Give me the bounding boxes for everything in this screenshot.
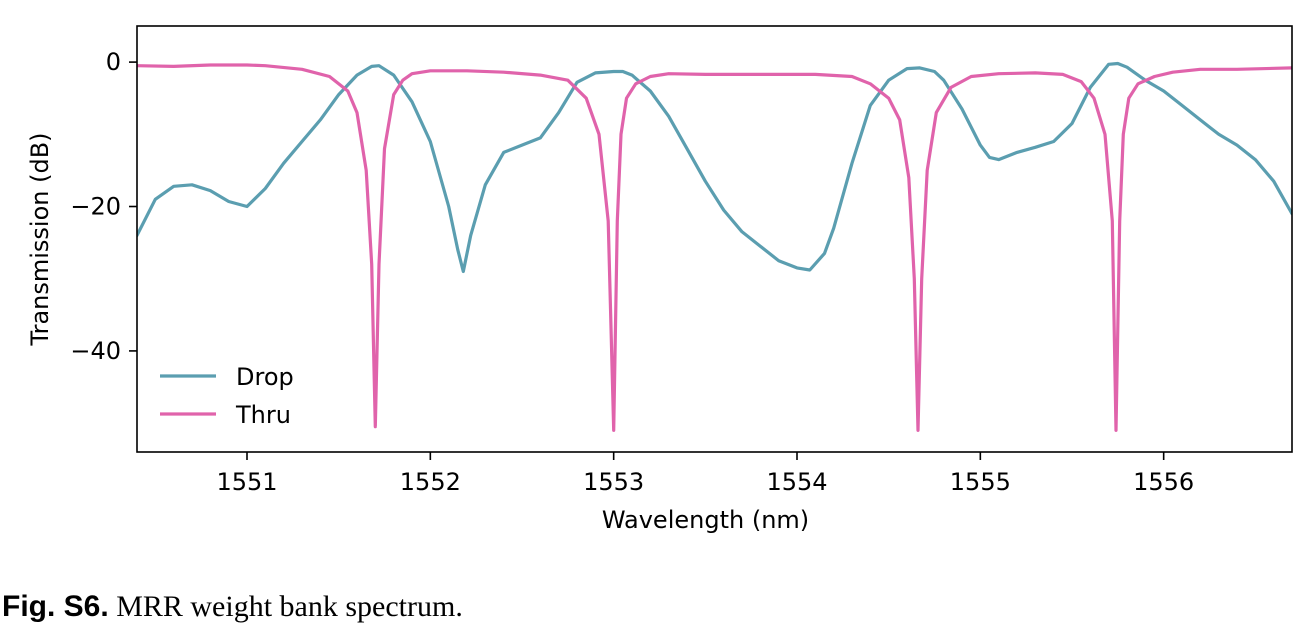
x-tick-label: 1554 (766, 468, 827, 496)
series-line-thru (137, 63, 1292, 432)
plot-area (137, 61, 1292, 432)
legend: Drop Thru (160, 363, 294, 429)
x-tick-label: 1553 (583, 468, 644, 496)
series-line-drop (137, 61, 1292, 274)
legend-label-drop: Drop (236, 363, 294, 391)
x-tick-label: 1556 (1133, 468, 1194, 496)
x-tick-label: 1552 (400, 468, 461, 496)
figure-caption: Fig. S6. MRR weight bank spectrum. (2, 590, 463, 624)
x-tick-label: 1555 (950, 468, 1011, 496)
y-tick-label: 0 (106, 48, 121, 76)
y-tick-label: −20 (70, 193, 121, 221)
figure-caption-label: Fig. S6. (2, 590, 109, 623)
chart: 1551 1552 1553 1554 1555 1556 0 −20 −40 Wavelengt… (26, 25, 1293, 534)
legend-label-thru: Thru (235, 401, 291, 429)
y-tick-label: −40 (70, 337, 121, 365)
axes: 1551 1552 1553 1554 1555 1556 0 −20 −40 Wavelengt… (26, 25, 1293, 534)
x-axis-label: Wavelength (nm) (602, 506, 809, 534)
x-tick-label: 1551 (216, 468, 277, 496)
figure-caption-text: MRR weight bank spectrum. (116, 590, 463, 623)
plot-frame (136, 25, 1293, 453)
y-axis-label: Transmission (dB) (26, 132, 54, 346)
series-lines (137, 61, 1292, 432)
